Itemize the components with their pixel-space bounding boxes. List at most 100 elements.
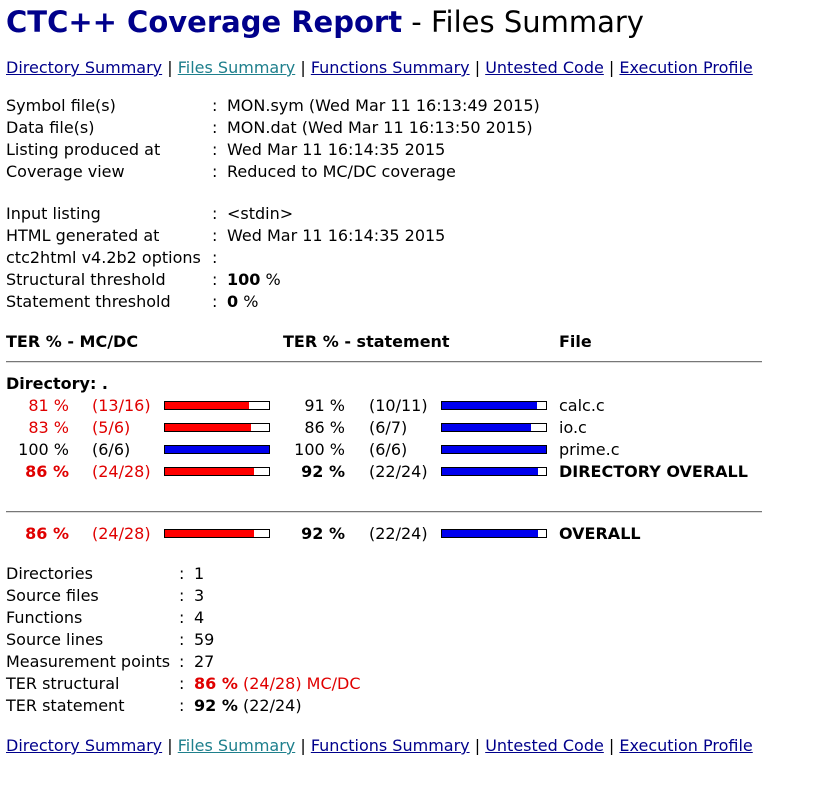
mcdc-bar [164,467,270,476]
info-value: MON.sym (Wed Mar 11 16:13:49 2015) [227,96,540,115]
mcdc-fraction: (5/6) [92,418,130,437]
nav-execution-profile[interactable]: Execution Profile [619,58,752,77]
summary-value: 3 [194,586,204,605]
mcdc-percent: 81 % [28,396,69,415]
info-colon: : [212,226,217,245]
header-file: File [559,332,592,351]
mcdc-bar-fill [165,446,269,453]
mcdc-fraction: (24/28) [92,524,151,543]
mcdc-bar [164,529,270,538]
summary-value: 4 [194,608,204,627]
info-label: Symbol file(s) [6,96,116,115]
file-name: DIRECTORY OVERALL [559,462,748,481]
nav-directory-summary[interactable]: Directory Summary [6,736,162,755]
summary-label: Measurement points [6,652,170,671]
statement-bar [441,401,547,410]
statement-bar-fill [442,468,538,475]
statement-fraction: (6/6) [369,440,407,459]
summary-colon: : [179,630,184,649]
info-value: MON.dat (Wed Mar 11 16:13:50 2015) [227,118,533,137]
nav-files-summary[interactable]: Files Summary [178,58,296,77]
statement-bar-fill [442,424,531,431]
info-label: Listing produced at [6,140,160,159]
nav-separator: | [167,58,172,77]
structural-threshold-value: 100 % [227,270,281,289]
mcdc-bar-fill [165,402,249,409]
info-label: Data file(s) [6,118,94,137]
statement-percent: 86 % [304,418,345,437]
nav-separator: | [167,736,172,755]
info-colon: : [212,292,217,311]
nav-untested-code[interactable]: Untested Code [485,58,604,77]
nav-untested-code[interactable]: Untested Code [485,736,604,755]
statement-fraction: (6/7) [369,418,407,437]
ter-structural-label: TER structural [6,674,119,693]
mcdc-percent: 86 % [25,524,69,543]
info-colon: : [212,140,217,159]
nav-functions-summary[interactable]: Functions Summary [311,58,470,77]
statement-bar [441,423,547,432]
header-statement: TER % - statement [283,332,450,351]
structural-threshold-label: Structural threshold [6,270,166,289]
divider [6,361,762,363]
report-brand: CTC++ Coverage Report [6,5,402,39]
mcdc-percent: 100 % [18,440,69,459]
info-colon: : [212,96,217,115]
mcdc-bar-fill [165,530,254,537]
summary-colon: : [179,652,184,671]
summary-value: 1 [194,564,204,583]
mcdc-fraction: (13/16) [92,396,151,415]
summary-colon: : [179,608,184,627]
summary-label: Source lines [6,630,103,649]
statement-threshold-value: 0 % [227,292,258,311]
mcdc-bar-fill [165,468,254,475]
ter-statement-value: 92 % (22/24) [194,696,302,715]
statement-bar-fill [442,402,537,409]
info-label: Coverage view [6,162,125,181]
summary-label: Source files [6,586,99,605]
summary-value: 59 [194,630,214,649]
summary-colon: : [179,696,184,715]
statement-bar [441,445,547,454]
mcdc-bar-fill [165,424,251,431]
mcdc-percent: 83 % [28,418,69,437]
info-value: Wed Mar 11 16:14:35 2015 [227,140,445,159]
mcdc-fraction: (24/28) [92,462,151,481]
file-name: io.c [559,418,587,437]
statement-bar-fill [442,530,538,537]
header-mcdc: TER % - MC/DC [6,332,138,351]
info-label: Input listing [6,204,101,223]
nav-functions-summary[interactable]: Functions Summary [311,736,470,755]
statement-bar [441,529,547,538]
summary-colon: : [179,674,184,693]
statement-bar-fill [442,446,546,453]
file-name: calc.c [559,396,605,415]
summary-label: Functions [6,608,82,627]
statement-fraction: (10/11) [369,396,428,415]
report-subtitle: - Files Summary [402,5,644,39]
statement-fraction: (22/24) [369,524,428,543]
nav-separator: | [609,58,614,77]
page-title: CTC++ Coverage Report - Files Summary [6,4,644,40]
mcdc-bar [164,423,270,432]
info-value: <stdin> [227,204,293,223]
nav-separator: | [300,736,305,755]
summary-value: 27 [194,652,214,671]
info-label: HTML generated at [6,226,159,245]
mcdc-percent: 86 % [25,462,69,481]
nav-execution-profile[interactable]: Execution Profile [619,736,752,755]
nav-directory-summary[interactable]: Directory Summary [6,58,162,77]
divider [6,511,762,513]
nav-files-summary[interactable]: Files Summary [178,736,296,755]
summary-colon: : [179,586,184,605]
directory-label: Directory: . [6,374,108,393]
statement-fraction: (22/24) [369,462,428,481]
statement-threshold-label: Statement threshold [6,292,171,311]
file-name: prime.c [559,440,620,459]
statement-percent: 91 % [304,396,345,415]
info-colon: : [212,248,217,267]
mcdc-fraction: (6/6) [92,440,130,459]
mcdc-bar [164,445,270,454]
info-colon: : [212,270,217,289]
ter-structural-value: 86 % (24/28) MC/DC [194,674,361,693]
